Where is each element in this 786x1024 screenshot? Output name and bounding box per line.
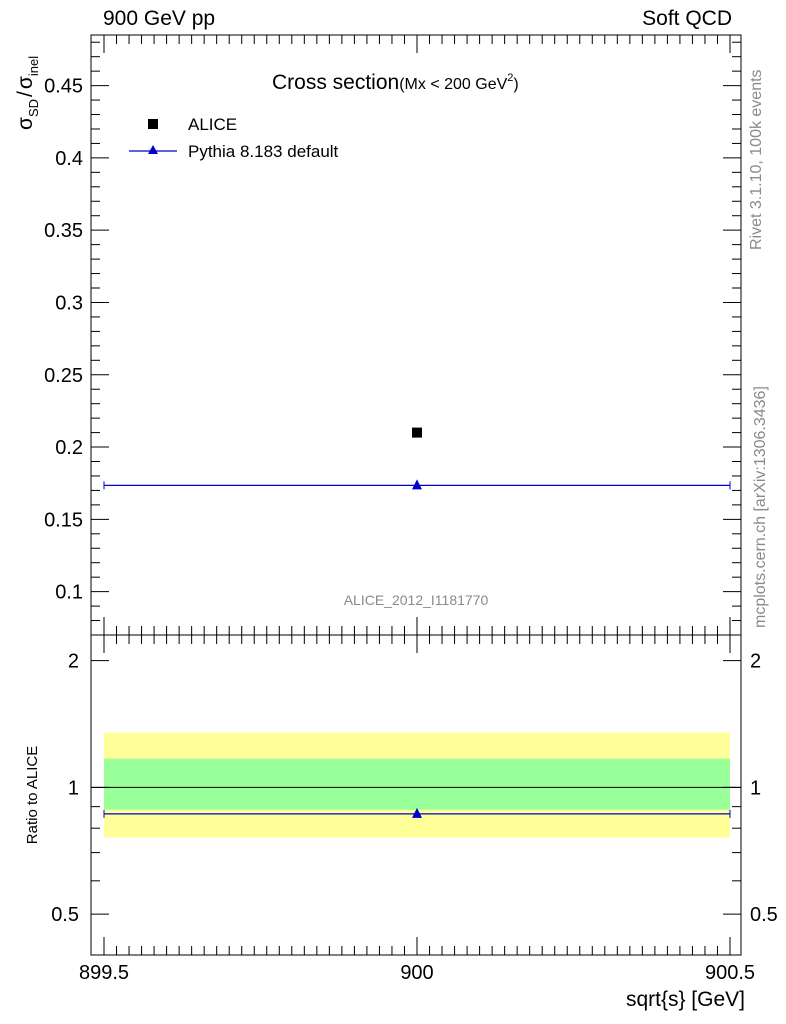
chart-title-close: )	[513, 76, 518, 93]
ratio-y-tick-labels: 0.5 0.5 1 1 2 2	[51, 651, 778, 927]
y-tick-label: 0.3	[55, 292, 83, 314]
x-tick-label: 899.5	[79, 962, 129, 984]
chart-title-sub: (Mx < 200 GeV	[399, 76, 507, 93]
ratio-panel: 0.5 0.5 1 1 2 2 899.5 900 900.5	[51, 634, 778, 984]
ratio-frame	[90, 634, 742, 956]
legend-alice-marker	[148, 119, 158, 129]
chart-title-sup: 2	[507, 72, 513, 84]
main-y-tick-labels: 0.1 0.15 0.2 0.25 0.3 0.35 0.4 0.45	[44, 76, 83, 604]
y-tick-label: 0.15	[44, 509, 83, 531]
legend-pythia-label: Pythia 8.183 default	[188, 142, 339, 161]
ratio-y-tick-label-right: 2	[750, 651, 761, 673]
ratio-y-tick-label: 1	[68, 777, 79, 799]
y-tick-label: 0.45	[44, 76, 83, 98]
y-tick-label: 0.25	[44, 365, 83, 387]
main-marks	[103, 427, 731, 490]
y-label-sub-1: SD	[26, 99, 41, 117]
y-label-sub-2: inel	[26, 56, 41, 76]
analysis-label: ALICE_2012_I1181770	[344, 592, 489, 608]
header-left: 900 GeV pp	[103, 7, 216, 30]
x-tick-label: 900	[400, 962, 433, 984]
legend-alice-label: ALICE	[188, 115, 237, 134]
y-tick-label: 0.1	[55, 582, 83, 604]
y-label-slash: /	[14, 91, 37, 97]
chart-title-main: Cross section	[272, 71, 399, 94]
main-panel: 0.1 0.15 0.2 0.25 0.3 0.35 0.4 0.45	[44, 34, 742, 636]
ratio-bands	[91, 732, 741, 838]
inner-uncertainty-band	[104, 758, 730, 810]
legend-pythia-marker	[148, 145, 158, 154]
pythia-point	[412, 479, 422, 490]
ratio-y-tick-label-right: 1	[750, 777, 761, 799]
ratio-y-tick-label: 2	[68, 651, 79, 673]
y-tick-label: 0.35	[44, 220, 83, 242]
y-tick-label: 0.4	[55, 148, 83, 170]
x-axis-label: sqrt{s} [GeV]	[626, 988, 745, 1011]
x-tick-labels: 899.5 900 900.5	[79, 962, 755, 984]
header-right: Soft QCD	[642, 7, 732, 30]
side-label-rivet: Rivet 3.1.10, 100k events	[748, 69, 765, 250]
side-label-mcplots: mcplots.cern.ch [arXiv:1306.3436]	[752, 386, 769, 628]
ratio-pythia-point	[412, 807, 422, 818]
ratio-y-tick-label: 0.5	[51, 904, 79, 926]
main-y-axis-label: σSD/σinel	[14, 56, 41, 130]
y-label-sigma-1: σ	[14, 117, 37, 130]
legend: ALICE Pythia 8.183 default	[129, 115, 339, 161]
y-tick-label: 0.2	[55, 437, 83, 459]
alice-point	[412, 427, 422, 438]
chart-title: Cross section(Mx < 200 GeV2)	[272, 71, 519, 94]
ratio-ticks	[91, 635, 741, 956]
ratio-y-axis-label: Ratio to ALICE	[24, 746, 41, 844]
x-tick-label: 900.5	[705, 962, 755, 984]
ratio-y-tick-label-right: 0.5	[750, 904, 778, 926]
y-label-sigma-2: σ	[14, 76, 37, 89]
main-ticks	[91, 35, 741, 635]
ratio-marks	[103, 807, 731, 818]
